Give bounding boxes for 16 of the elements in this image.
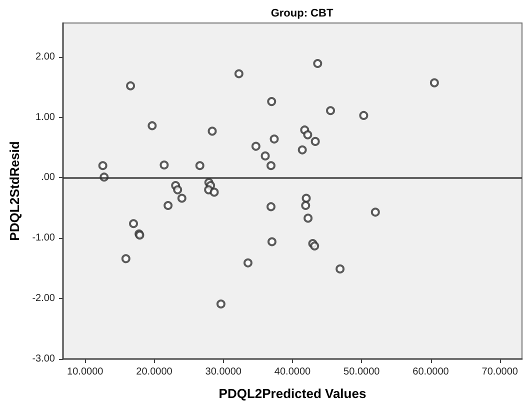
x-tick-label: 10.0000 — [67, 366, 104, 378]
x-tick-label: 20.0000 — [136, 366, 173, 378]
x-tick-label: 50.0000 — [344, 366, 380, 378]
y-tick-label: -1.00 — [32, 232, 56, 244]
x-tick-label: 30.0000 — [205, 366, 242, 378]
y-tick-label: 1.00 — [36, 112, 56, 123]
y-tick-label: .00 — [41, 172, 56, 184]
chart-title: Group: CBT — [270, 8, 334, 20]
x-tick-label: 70.0000 — [482, 366, 518, 378]
x-tick-label: 40.0000 — [274, 366, 312, 378]
x-axis-title: PDQL2Predicted Values — [218, 386, 366, 401]
y-tick-label: -2.00 — [32, 293, 56, 304]
y-tick-label: 2.00 — [36, 51, 56, 62]
x-tick-label: 60.0000 — [412, 366, 450, 378]
y-axis-title: PDQL2StdResid — [7, 141, 22, 241]
y-tick-label: -3.00 — [32, 354, 56, 364]
